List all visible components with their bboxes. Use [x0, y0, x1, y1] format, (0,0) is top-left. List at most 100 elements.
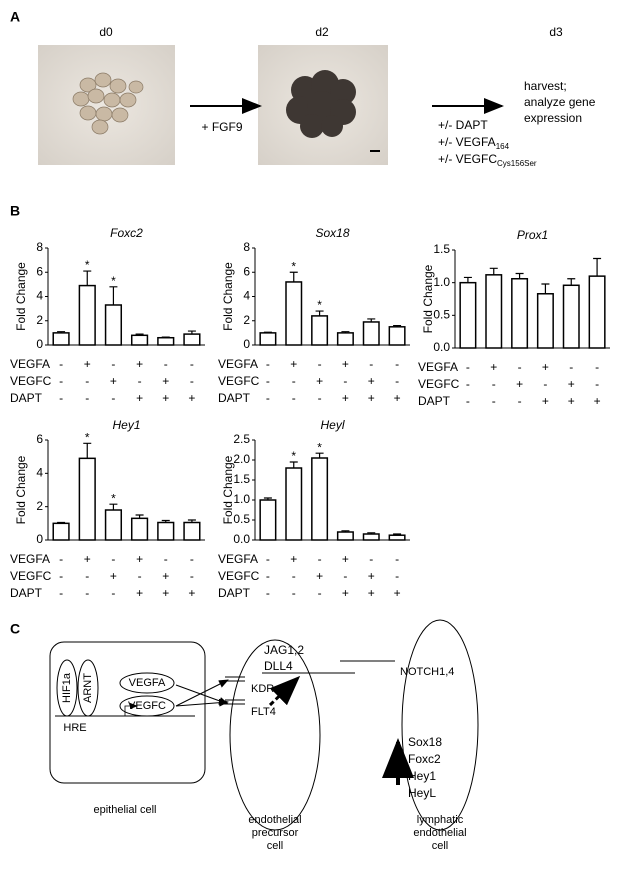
y-tick-label: 0.5 — [433, 308, 450, 322]
condition-mark: - — [85, 569, 89, 583]
condition-mark: - — [59, 357, 63, 371]
bar — [52, 522, 70, 541]
bar — [259, 332, 277, 346]
condition-mark: + — [568, 377, 575, 391]
receptor: KDR — [251, 683, 274, 695]
cell-label: endothelial — [413, 827, 466, 839]
condition-name: VEGFC — [10, 569, 52, 583]
bar — [562, 284, 580, 349]
charts: Foxc2 Fold Change 0 2 4 6 8 - - - * + - - * - + - + - + - + + - -… — [10, 226, 610, 600]
treatment: +/- VEGFCCys156Ser — [438, 152, 537, 168]
day-label: d2 — [315, 25, 329, 39]
condition-mark: + — [110, 374, 117, 388]
bar — [362, 321, 380, 346]
bar — [388, 534, 406, 541]
outcome: expression — [524, 111, 582, 125]
condition-mark: - — [59, 374, 63, 388]
gene: Sox18 — [408, 735, 442, 749]
error-bar — [109, 286, 118, 305]
gene: Hey1 — [408, 769, 436, 783]
condition-mark: + — [290, 552, 297, 566]
y-axis-label: Fold Change — [421, 264, 435, 333]
condition-name: VEGFC — [218, 569, 260, 583]
y-tick-label: 6 — [36, 432, 43, 446]
error-bar — [83, 442, 92, 459]
condition-mark: - — [369, 357, 373, 371]
condition-mark: + — [542, 394, 549, 408]
significance: * — [291, 449, 296, 463]
receptor: NOTCH1,4 — [400, 666, 454, 678]
subscript: 164 — [496, 142, 510, 151]
y-tick-label: 2 — [36, 313, 43, 327]
error-bar — [489, 267, 498, 275]
condition-mark: - — [395, 552, 399, 566]
y-tick-label: 0.0 — [233, 532, 250, 546]
condition-name: DAPT — [218, 391, 251, 405]
condition-mark: - — [85, 374, 89, 388]
error-bar — [187, 519, 196, 523]
error-bar — [83, 270, 92, 286]
condition-mark: - — [266, 569, 270, 583]
bar — [311, 315, 329, 346]
condition-mark: + — [342, 391, 349, 405]
condition-name: VEGFA — [10, 552, 50, 566]
error-bar — [541, 283, 550, 294]
error-bar — [161, 519, 170, 523]
treatment-text: +/- VEGFA — [438, 135, 496, 149]
condition-mark: + — [316, 569, 323, 583]
condition-mark: - — [369, 552, 373, 566]
y-axis-label: Fold Change — [14, 262, 28, 331]
condition-mark: + — [368, 391, 375, 405]
condition-mark: - — [59, 552, 63, 566]
y-tick-label: 4 — [243, 289, 250, 303]
bar — [485, 274, 503, 349]
condition-mark: + — [316, 374, 323, 388]
y-tick-label: 0 — [243, 337, 250, 351]
cell-label: endothelial — [248, 814, 301, 826]
condition-name: VEGFA — [218, 357, 258, 371]
bar — [336, 332, 354, 346]
receptor: FLT4 — [251, 706, 276, 718]
error-bar — [57, 521, 66, 524]
bar — [459, 281, 477, 349]
condition-name: DAPT — [218, 586, 251, 600]
condition-mark: + — [490, 360, 497, 374]
condition-mark: + — [542, 360, 549, 374]
chart-title: Hey1 — [112, 418, 140, 432]
bar — [52, 332, 70, 346]
condition-mark: - — [190, 374, 194, 388]
condition-mark: - — [569, 360, 573, 374]
condition-mark: + — [394, 391, 401, 405]
condition-mark: - — [111, 552, 115, 566]
condition-mark: + — [568, 394, 575, 408]
y-tick-label: 8 — [243, 240, 250, 254]
condition-mark: + — [342, 552, 349, 566]
bar — [104, 509, 123, 541]
condition-mark: + — [162, 374, 169, 388]
condition-mark: + — [342, 357, 349, 371]
condition-name: DAPT — [10, 391, 43, 405]
condition-mark: - — [111, 586, 115, 600]
y-tick-label: 6 — [36, 264, 43, 278]
error-bar — [341, 331, 350, 333]
condition-mark: + — [594, 394, 601, 408]
protein: VEGFA — [129, 677, 166, 689]
condition-mark: - — [59, 586, 63, 600]
condition-mark: + — [516, 377, 523, 391]
significance: * — [317, 440, 322, 454]
y-axis-label: Fold Change — [221, 262, 235, 331]
error-bar — [315, 310, 324, 316]
y-tick-label: 2 — [243, 313, 250, 327]
condition-name: VEGFC — [418, 377, 460, 391]
y-axis-label: Fold Change — [14, 455, 28, 524]
bar — [536, 293, 554, 349]
condition-mark: - — [266, 357, 270, 371]
ligand: JAG1,2 — [264, 643, 304, 657]
y-tick-label: 1.5 — [233, 472, 250, 486]
protein: VEGFC — [128, 700, 166, 712]
y-tick-label: 2.0 — [233, 452, 250, 466]
cell-label: cell — [267, 840, 284, 852]
condition-mark: - — [59, 391, 63, 405]
error-bar — [463, 276, 472, 283]
condition-mark: - — [292, 391, 296, 405]
